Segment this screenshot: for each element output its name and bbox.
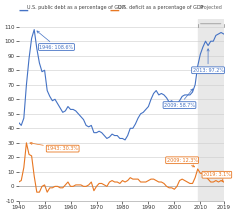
Text: U.S. deficit as a percentage of GDP: U.S. deficit as a percentage of GDP [118,5,203,10]
Text: 2013: 97.2%: 2013: 97.2% [192,49,223,73]
Text: 1943: 30.3%: 1943: 30.3% [30,142,78,151]
Text: 2019: 3.1%: 2019: 3.1% [203,172,231,181]
Text: —: — [110,5,119,15]
Text: 1946: 108.6%: 1946: 108.6% [37,31,74,49]
Bar [198,19,229,201]
Text: 2009: 12.3%: 2009: 12.3% [167,158,198,167]
Text: —: — [19,5,28,15]
Text: 2009: 58.7%: 2009: 58.7% [164,89,195,108]
Text: Projected: Projected [199,5,222,10]
Text: U.S. public debt as a percentage of GDP: U.S. public debt as a percentage of GDP [27,5,125,10]
